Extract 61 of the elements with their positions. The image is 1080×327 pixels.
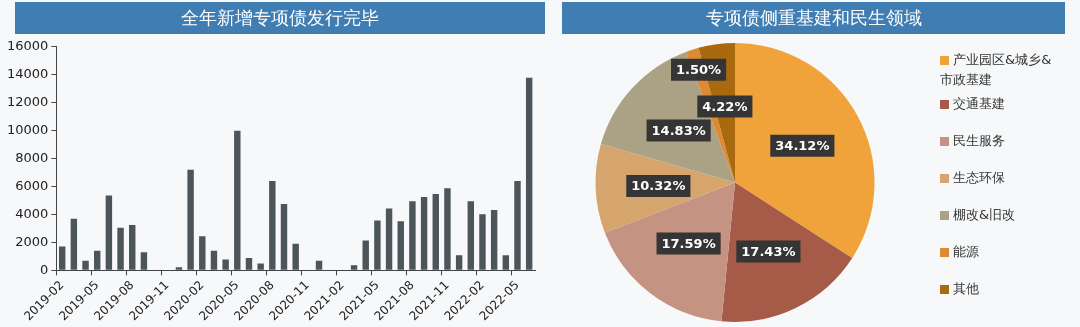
data-label: 14.83% xyxy=(651,122,706,138)
bar xyxy=(502,255,510,270)
y-tick-label: 16000 xyxy=(7,38,49,54)
y-tick-label: 14000 xyxy=(7,66,49,82)
bar xyxy=(479,214,486,270)
bar xyxy=(362,240,369,270)
bar xyxy=(117,227,124,270)
bar xyxy=(245,258,253,270)
bar xyxy=(140,252,148,270)
chart-title: 全年新增专项债发行完毕 xyxy=(15,2,545,34)
data-label: 17.43% xyxy=(741,243,796,259)
legend-label: 其他 xyxy=(952,280,980,298)
bar xyxy=(105,195,113,270)
bar xyxy=(490,210,498,270)
legend-label: 能源 xyxy=(952,243,980,261)
bar xyxy=(70,218,78,270)
data-label: 34.12% xyxy=(775,138,830,154)
y-tick-label: 4000 xyxy=(15,205,49,221)
bar xyxy=(269,180,276,270)
legend-label: 交通基建 xyxy=(952,95,1006,113)
legend-label: 产业园区&城乡&市政基建 xyxy=(940,51,1053,89)
bar xyxy=(199,236,206,270)
data-label: 10.32% xyxy=(631,178,686,194)
bar xyxy=(315,260,323,270)
bar xyxy=(467,201,474,270)
bar xyxy=(94,250,101,270)
y-tick-label: 2000 xyxy=(15,233,49,249)
data-label: 4.22% xyxy=(702,98,748,114)
y-tick-label: 0 xyxy=(40,261,49,277)
data-label: 1.50% xyxy=(676,62,722,78)
legend-label: 生态环保 xyxy=(952,169,1006,187)
bar xyxy=(514,180,521,270)
bar xyxy=(82,260,89,270)
bar xyxy=(175,267,183,270)
y-tick-label: 12000 xyxy=(7,94,49,110)
bar xyxy=(234,130,241,270)
bar xyxy=(525,77,533,270)
y-tick-label: 10000 xyxy=(7,122,49,138)
bar xyxy=(58,246,66,270)
bar xyxy=(455,255,463,270)
bar xyxy=(292,243,299,270)
bar xyxy=(420,197,428,270)
bar xyxy=(129,224,136,270)
bar xyxy=(385,208,393,270)
legend-label: 棚改&旧改 xyxy=(952,206,1017,224)
y-tick-label: 8000 xyxy=(15,149,49,165)
bar xyxy=(409,201,416,270)
y-tick-label: 6000 xyxy=(15,177,49,193)
bar xyxy=(374,220,381,270)
legend-label: 民生服务 xyxy=(952,132,1006,150)
chart-title: 专项债侧重基建和民生领域 xyxy=(562,2,1065,34)
data-label: 17.59% xyxy=(661,235,716,251)
bar xyxy=(350,265,358,270)
bar xyxy=(187,169,194,270)
bar xyxy=(444,188,451,270)
bar xyxy=(222,259,229,270)
bar xyxy=(280,203,288,270)
bar xyxy=(210,250,218,270)
bar xyxy=(257,263,264,270)
bar xyxy=(397,221,404,270)
bar xyxy=(432,194,439,270)
